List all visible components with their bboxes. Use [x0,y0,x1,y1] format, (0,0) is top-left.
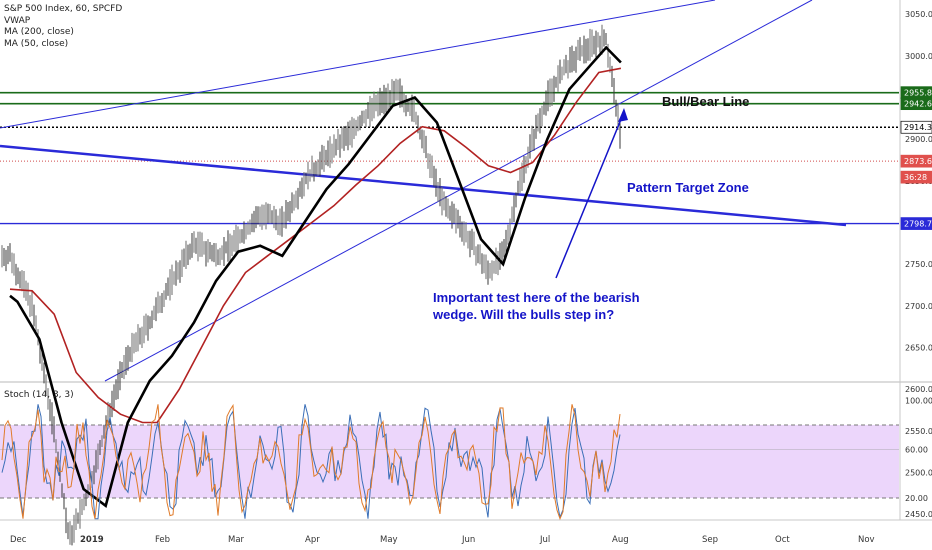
stoch-d-line [1,403,621,521]
stoch-tick-label: 60.00 [905,445,928,454]
price-tag-label: 2955.8 [904,89,932,98]
price-tick-label: 2650.0 [905,343,932,352]
price-tag-label: 36:28 [904,173,927,182]
price-tag [900,170,932,184]
annotation-arrow-head [618,108,628,122]
note-line-1: Important test here of the bearish [433,290,640,305]
price-tick-label: 2900.0 [905,135,932,144]
time-tick-label: Sep [702,535,718,545]
price-tick-label: 3000.0 [905,52,932,61]
price-tag [900,154,932,168]
time-tick-label: Jun [461,535,475,545]
stoch-band [0,425,899,498]
time-tick-label: Aug [612,535,629,545]
price-tag-label: 2873.6 [904,157,932,166]
price-tick-label: 2550.0 [905,427,932,436]
time-tick-label: Mar [228,535,245,545]
time-tick-label: Feb [155,535,170,545]
stoch-tick-label: 20.00 [905,494,928,503]
price-tick-label: 2600.0 [905,385,932,394]
price-tick-label: 2700.0 [905,302,932,311]
time-tick-label: 2019 [80,535,104,545]
target-zone-label: Pattern Target Zone [627,180,749,195]
legend-ma200: MA (200, close) [4,27,74,37]
chart-legend: S&P 500 Index, 60, SPCFD VWAP MA (200, c… [4,4,122,50]
time-tick-label: May [380,535,398,545]
legend-symbol: S&P 500 Index, 60, SPCFD [4,4,123,14]
ma200-line [9,67,622,424]
stoch-legend: Stoch (14, 3, 3) [4,390,74,400]
wedge-upper-line [0,0,716,129]
price-tick-label: 2500.0 [905,468,932,477]
ma50-line [9,45,622,509]
price-tag [900,217,932,230]
time-tick-label: Oct [775,535,790,545]
bull-bear-label: Bull/Bear Line [662,94,749,109]
price-tick-label: 2450.0 [905,510,932,519]
stoch-tick-label: 100.00 [905,397,932,406]
price-tag-label: 2914.3 [904,123,932,132]
price-tick-label: 3050.0 [905,10,932,19]
wedge-lower-line [104,0,813,382]
price-tag [900,120,932,134]
price-tick-label: 2750.0 [905,260,932,269]
legend-ma50: MA (50, close) [4,38,69,49]
price-tag-label: 2942.6 [904,100,932,109]
time-tick-label: Nov [858,535,875,545]
price-tag [900,97,932,111]
legend-vwap: VWAP [4,15,31,26]
note-line-2: wedge. Will the bulls step in? [432,307,614,322]
time-tick-label: Apr [305,535,320,545]
time-tick-label: Jul [539,535,550,545]
time-tick-label: Dec [10,535,27,545]
target-trendline [0,144,847,227]
price-tag-label: 2798.7 [904,220,932,229]
annotation-arrow [555,111,625,279]
